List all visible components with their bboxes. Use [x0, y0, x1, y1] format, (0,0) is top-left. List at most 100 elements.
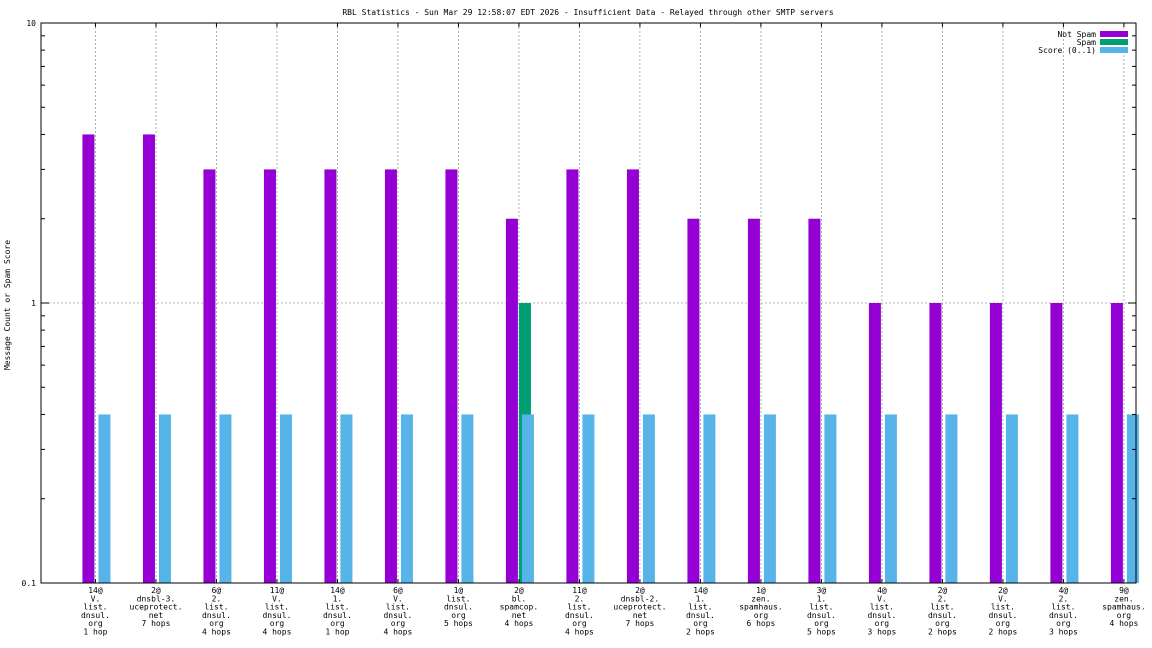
x-tick-label: 14@ 1. list. dnsul. org 2 hops	[686, 586, 715, 637]
x-tick-label-line: 3 hops	[1049, 628, 1078, 637]
x-tick-label-line: list.	[204, 603, 228, 612]
bar-not-spam	[445, 169, 458, 583]
bar-not-spam	[82, 134, 95, 583]
chart-title: RBL Statistics - Sun Mar 29 12:58:07 EDT…	[342, 8, 833, 17]
x-tick-label-line: org	[875, 619, 890, 628]
legend-swatch	[1100, 47, 1128, 53]
x-tick-label-line: 2 hops	[988, 628, 1017, 637]
x-tick-label-line: dnsul.	[928, 611, 957, 620]
bar-not-spam	[142, 134, 155, 583]
x-tick-label: 4@ 2. list. dnsul. org 3 hops	[1049, 586, 1078, 637]
x-tick-label-line: 4@	[1059, 586, 1069, 595]
x-tick-label: 2@ bl. spamcop. net 4 hops	[500, 586, 539, 628]
x-tick-label-line: list.	[325, 603, 349, 612]
bar-score	[461, 414, 474, 583]
bar-not-spam	[324, 169, 337, 583]
bar-not-spam	[626, 169, 639, 583]
bar-score	[1066, 414, 1079, 583]
x-tick-label-line: 1 hop	[325, 628, 349, 637]
bar-score	[884, 414, 897, 583]
x-tick-label-line: 2.	[938, 594, 948, 603]
bar-not-spam	[1110, 303, 1123, 583]
y-axis-label: Message Count or Spam Score	[3, 240, 12, 370]
x-tick-label-line: net	[149, 611, 164, 620]
x-tick-label-line: V.	[272, 594, 282, 603]
x-tick-label: 2@ dnsbl-2. uceprotect. net 7 hops	[613, 586, 666, 628]
x-tick-label-line: org	[996, 619, 1011, 628]
x-tick-label: 1@ zen. spamhaus. org 6 hops	[739, 586, 782, 628]
x-tick-label-line: dnsul.	[565, 611, 594, 620]
x-tick-label-line: org	[754, 611, 769, 620]
x-tick-label-line: 7 hops	[141, 619, 170, 628]
x-tick-label-line: 2 hops	[686, 628, 715, 637]
x-tick-label: 14@ 1. list. dnsul. org 1 hop	[323, 586, 352, 637]
x-tick-label-line: dnsul.	[81, 611, 110, 620]
bar-score	[945, 414, 958, 583]
x-tick-label-line: V.	[393, 594, 403, 603]
bar-score	[763, 414, 776, 583]
x-tick-label-line: 11@	[572, 586, 587, 595]
x-tick-label: 3@ 1. list. dnsul. org 5 hops	[807, 586, 836, 637]
x-tick-label-line: org	[572, 619, 587, 628]
x-tick-label-line: list.	[446, 594, 470, 603]
bar-not-spam	[566, 169, 579, 583]
bar-not-spam	[263, 169, 276, 583]
bar-score	[1005, 414, 1018, 583]
x-tick-label-line: net	[633, 611, 648, 620]
x-tick-label-line: 4@	[877, 586, 887, 595]
bar-score	[582, 414, 595, 583]
x-tick-label-line: 4 hops	[202, 628, 231, 637]
x-tick-label-line: org	[270, 619, 285, 628]
x-tick-label-line: 1.	[333, 594, 343, 603]
y-tick-label: 1	[31, 299, 36, 308]
x-tick-label-line: org	[693, 619, 708, 628]
x-tick-label-line: 4 hops	[504, 619, 533, 628]
x-tick-label-line: list.	[930, 603, 954, 612]
x-tick-label: 2@ 2. list. dnsul. org 2 hops	[928, 586, 957, 637]
x-tick-label-line: V.	[877, 594, 887, 603]
x-tick-label-line: dnsul.	[383, 611, 412, 620]
x-tick-label-line: 1.	[817, 594, 827, 603]
x-tick-label-line: 7 hops	[625, 619, 654, 628]
legend-swatch	[1100, 31, 1128, 37]
x-tick-label-line: spamcop.	[500, 603, 539, 612]
x-tick-label-line: dnsul.	[444, 603, 473, 612]
bar-not-spam	[1050, 303, 1063, 583]
x-tick-label-line: 2.	[212, 594, 222, 603]
x-tick-label: 14@ V. list. dnsul. org 1 hop	[81, 586, 110, 637]
x-tick-label-line: 3@	[817, 586, 827, 595]
bar-score	[400, 414, 413, 583]
y-tick-label: 10	[26, 19, 36, 28]
x-tick-label: 9@ zen. spamhaus. org 4 hops	[1102, 586, 1145, 628]
x-tick-label-line: dnsul.	[686, 611, 715, 620]
x-tick-label-line: 6@	[393, 586, 403, 595]
x-tick-label-line: org	[1117, 611, 1132, 620]
x-tick-label-line: 14@	[693, 586, 708, 595]
x-tick-label-line: dnsul.	[988, 611, 1017, 620]
x-tick-label: 2@ V. list. dnsul. org 2 hops	[988, 586, 1017, 637]
bar-not-spam	[505, 218, 518, 583]
x-tick-label-line: 2@	[938, 586, 948, 595]
x-tick-label-line: 2 hops	[928, 628, 957, 637]
x-tick-label-line: uceprotect.	[129, 603, 182, 612]
x-tick-label-line: 5 hops	[444, 619, 473, 628]
x-tick-label-line: 14@	[88, 586, 103, 595]
bar-not-spam	[384, 169, 397, 583]
x-tick-label-line: V.	[998, 594, 1008, 603]
x-tick-label-line: 1.	[696, 594, 706, 603]
x-tick-label-line: dnsul.	[323, 611, 352, 620]
x-tick-label-line: 2@	[998, 586, 1008, 595]
bar-score	[340, 414, 353, 583]
bar-not-spam	[687, 218, 700, 583]
x-tick-label: 11@ V. list. dnsul. org 4 hops	[262, 586, 291, 637]
legend-label: Score (0..1)	[1038, 46, 1096, 55]
x-tick-label-line: list.	[991, 603, 1015, 612]
x-tick-label-line: 11@	[270, 586, 285, 595]
x-tick-label-line: 1 hop	[83, 628, 107, 637]
bar-not-spam	[747, 218, 760, 583]
x-tick-label-line: spamhaus.	[1102, 603, 1145, 612]
x-tick-label-line: zen.	[1114, 594, 1133, 603]
x-tick-label-line: dnsbl-2.	[621, 594, 660, 603]
